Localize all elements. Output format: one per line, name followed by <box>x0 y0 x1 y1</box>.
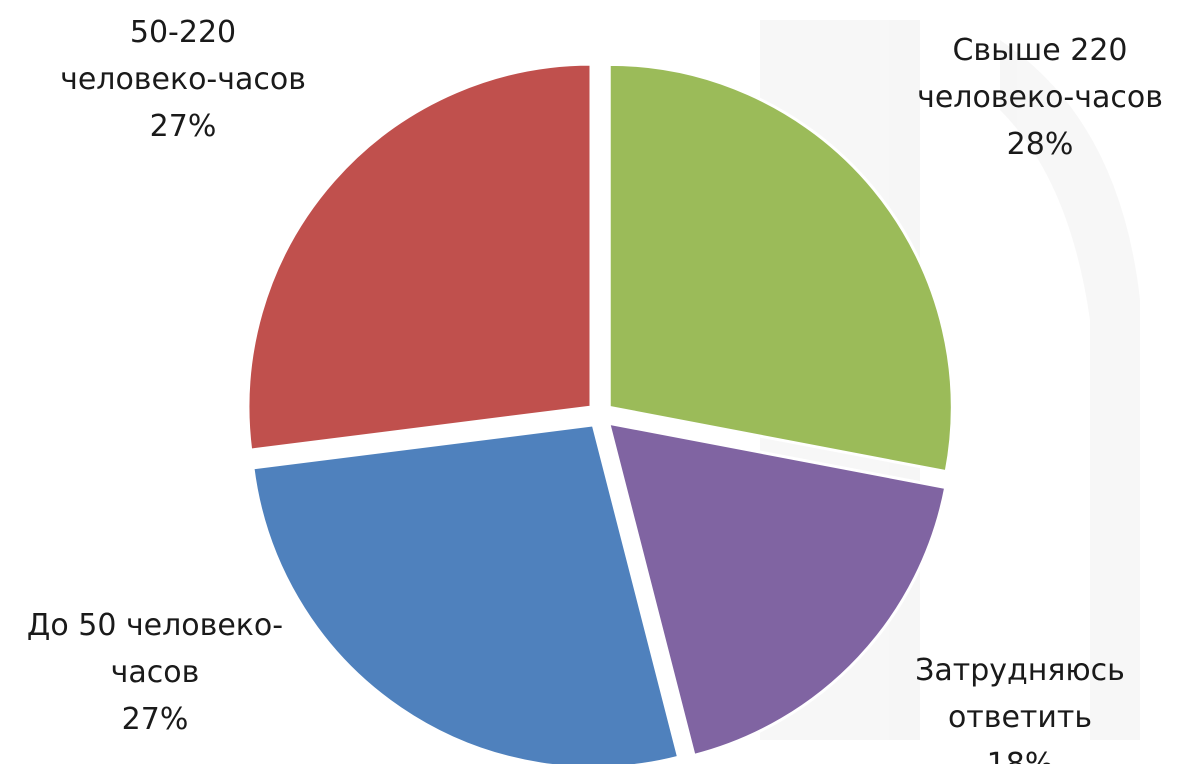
slice-name-line: человеко-часов <box>917 80 1163 115</box>
slice-value-label: 27% <box>150 109 217 144</box>
slice-name-line: До 50 человеко- <box>27 608 283 643</box>
slice-label: Свыше 220 человеко-часов 28% <box>917 33 1163 162</box>
slice-name-line: человеко-часов <box>60 62 306 97</box>
slice-over-220 <box>607 62 954 474</box>
slice-value-label: 18% <box>987 747 1054 764</box>
slice-hard-to-answer <box>606 421 948 758</box>
slice-50-220 <box>246 62 593 452</box>
slice-label: До 50 человеко-часов 27% <box>27 608 283 737</box>
slice-value-label: 28% <box>1007 127 1074 162</box>
slice-label: 50-220 человеко-часов 27% <box>60 15 306 144</box>
slice-value-label: 27% <box>122 702 189 737</box>
slice-label: Затрудняюсь ответить 18% <box>915 653 1125 764</box>
slice-name-line: часов <box>111 655 200 690</box>
slice-name-line: Затрудняюсь <box>915 653 1125 688</box>
slice-under-50 <box>251 423 681 764</box>
slice-name-line: Свыше 220 <box>952 33 1127 68</box>
slice-name-line: 50-220 <box>130 15 236 50</box>
slice-name-line: ответить <box>948 700 1092 735</box>
